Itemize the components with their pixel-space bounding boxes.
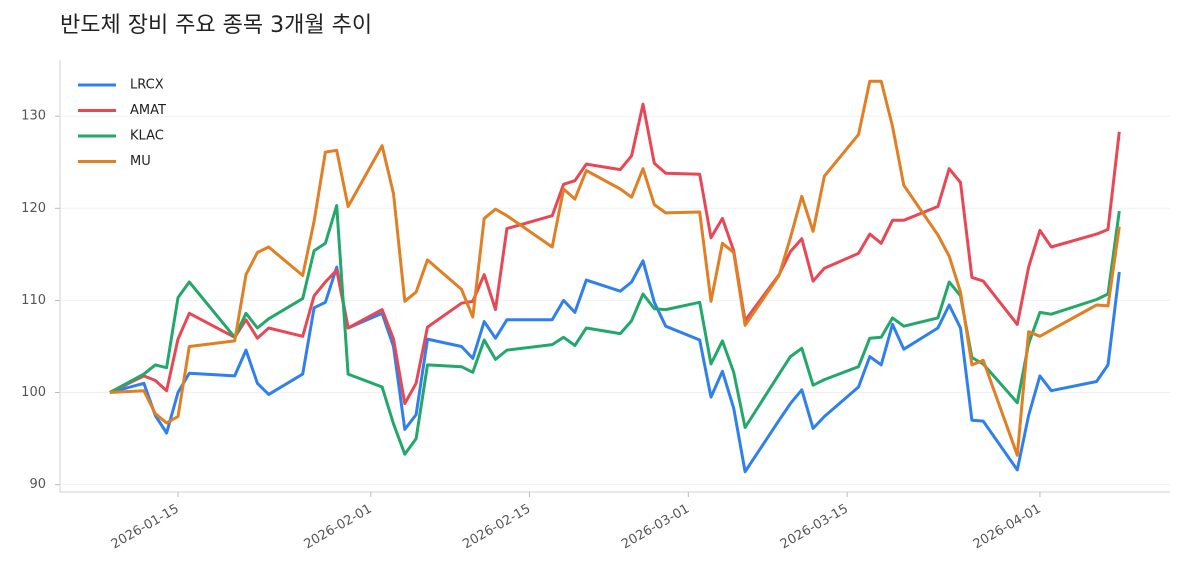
series-line [109,79,1121,457]
y-tick-label: 90 [29,477,46,492]
x-tick-label: 2026-01-15 [109,502,182,553]
legend-label: LRCX [130,78,164,93]
x-tick-label: 2026-02-01 [302,502,375,553]
legend-label: MU [130,154,151,169]
series-line [109,204,1121,456]
legend-label: AMAT [130,103,166,118]
y-tick-label: 110 [21,293,46,308]
y-tick-label: 130 [21,109,46,124]
x-tick-label: 2026-04-01 [971,502,1044,553]
y-tick-label: 100 [21,385,46,400]
chart-title: 반도체 장비 주요 종목 3개월 추이 [60,13,372,38]
series-line [109,259,1121,474]
y-tick-label: 120 [21,201,46,216]
x-tick-label: 2026-02-15 [460,502,533,553]
x-tick-label: 2026-03-01 [619,502,692,553]
legend-label: KLAC [130,129,164,144]
x-tick-label: 2026-03-15 [778,502,851,553]
series-line [109,102,1121,406]
